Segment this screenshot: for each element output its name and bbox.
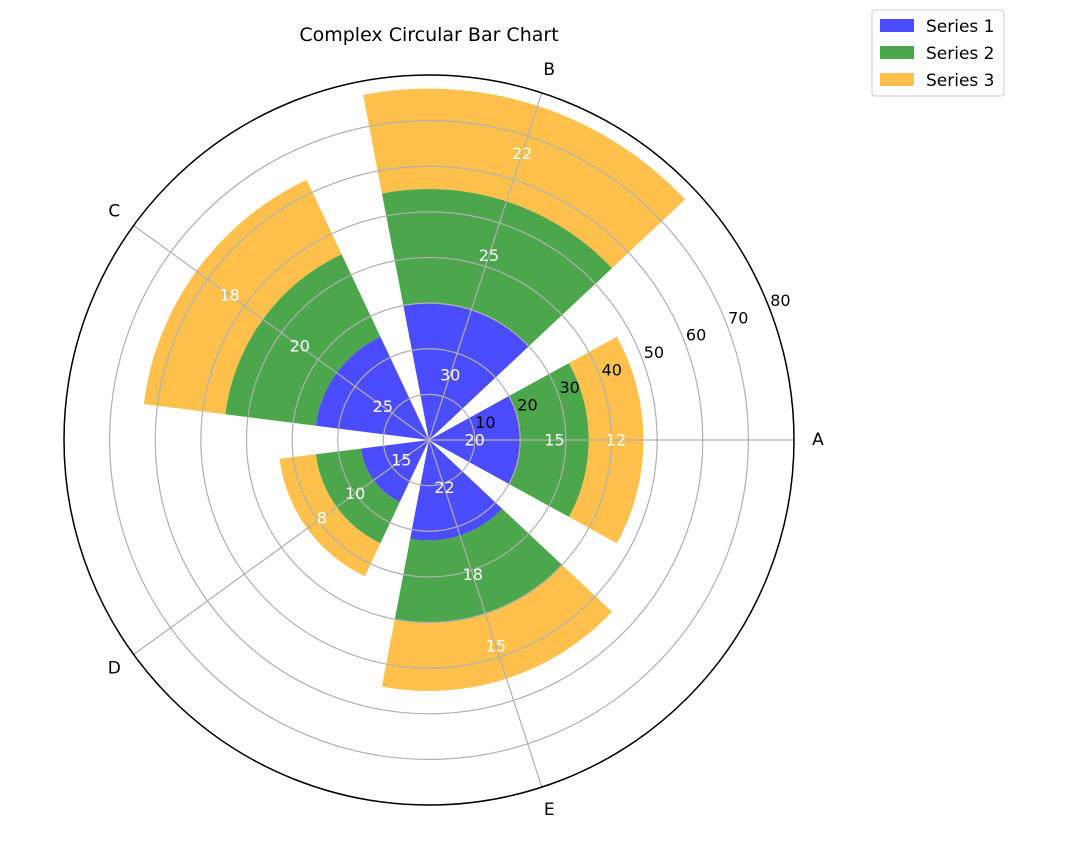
angular-gridline-b bbox=[428, 92, 543, 441]
value-label-series-3-b: 22 bbox=[512, 144, 532, 163]
value-label-series-3-c: 18 bbox=[219, 286, 239, 305]
chart-title: Complex Circular Bar Chart bbox=[299, 24, 558, 46]
category-label-d: D bbox=[108, 659, 121, 679]
radial-tick-label-40: 40 bbox=[602, 361, 622, 380]
radial-tick-label-70: 70 bbox=[728, 308, 748, 327]
radial-tick-label-80: 80 bbox=[770, 291, 790, 310]
category-label-c: C bbox=[108, 201, 120, 221]
angular-gridline-d bbox=[133, 439, 430, 656]
bar-series-1-e bbox=[410, 440, 503, 541]
category-label-b: B bbox=[543, 60, 555, 80]
angular-gridline-c bbox=[133, 224, 430, 441]
legend-label-series-2: Series 2 bbox=[926, 44, 995, 64]
bar-series-1-c bbox=[315, 336, 429, 440]
bar-series-1-b bbox=[403, 303, 529, 440]
value-label-series-1-c: 25 bbox=[373, 397, 393, 416]
value-label-series-2-a: 15 bbox=[544, 431, 564, 450]
value-label-series-2-c: 20 bbox=[290, 337, 310, 356]
grid-layer bbox=[63, 74, 795, 806]
angular-gridline-e bbox=[428, 439, 543, 788]
value-label-series-1-e: 22 bbox=[434, 478, 454, 497]
bars-layer bbox=[143, 88, 686, 691]
value-label-series-2-b: 25 bbox=[479, 246, 499, 265]
legend-swatch-series-2 bbox=[880, 46, 914, 59]
legend-label-series-3: Series 3 bbox=[926, 71, 995, 91]
value-label-series-1-d: 15 bbox=[391, 451, 411, 470]
category-label-e: E bbox=[544, 800, 555, 820]
polar-frame bbox=[63, 74, 795, 806]
radial-tick-label-60: 60 bbox=[686, 326, 706, 345]
value-label-series-1-b: 30 bbox=[440, 365, 460, 384]
value-label-series-3-e: 15 bbox=[486, 637, 506, 656]
value-label-series-3-d: 8 bbox=[317, 508, 327, 527]
radial-tick-label-10: 10 bbox=[475, 413, 495, 432]
bar-series-2-d bbox=[315, 448, 400, 544]
bar-series-3-c bbox=[143, 179, 342, 415]
value-label-series-2-d: 10 bbox=[345, 484, 365, 503]
bar-series-3-b bbox=[363, 88, 686, 269]
bar-series-2-c bbox=[225, 254, 381, 426]
radial-tick-label-50: 50 bbox=[644, 343, 664, 362]
legend-swatch-series-1 bbox=[880, 19, 914, 32]
legend-label-series-1: Series 1 bbox=[926, 17, 995, 37]
legend: Series 1 Series 2 Series 3 bbox=[871, 9, 1005, 97]
category-label-a: A bbox=[812, 430, 824, 450]
legend-swatch-series-3 bbox=[880, 73, 914, 86]
value-label-series-2-e: 18 bbox=[463, 565, 483, 584]
bar-series-3-e bbox=[381, 564, 612, 691]
radial-tick-label-20: 20 bbox=[517, 396, 537, 415]
value-label-series-1-a: 20 bbox=[464, 431, 484, 450]
radial-tick-label-30: 30 bbox=[559, 378, 579, 397]
value-label-series-3-a: 12 bbox=[606, 431, 626, 450]
bar-series-2-e bbox=[394, 508, 563, 623]
bar-series-3-d bbox=[279, 454, 381, 577]
